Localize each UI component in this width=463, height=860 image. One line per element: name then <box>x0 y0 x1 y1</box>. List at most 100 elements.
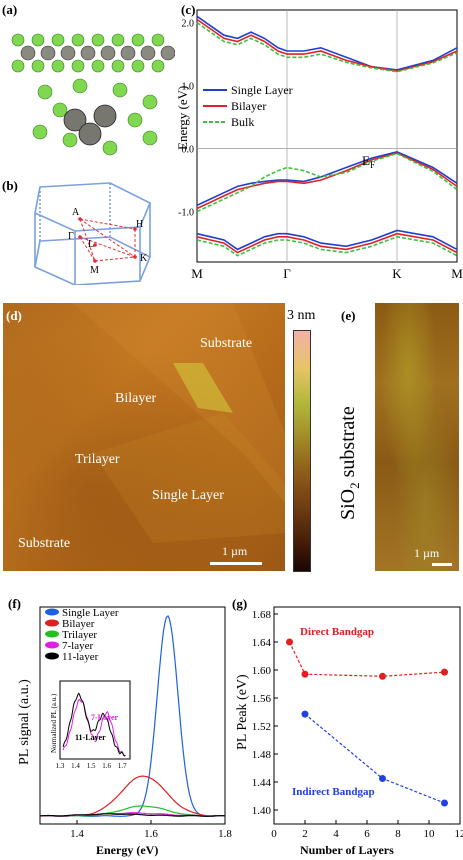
w-atom <box>160 45 175 61</box>
se-atom <box>11 33 25 47</box>
panel-f-label: (f) <box>8 596 21 611</box>
g-x-axis-label: Number of Layers <box>300 843 394 857</box>
inset-x-tick: 1.5 <box>87 762 96 770</box>
fermi-level-label: EF <box>362 153 375 170</box>
region-trilayer: Trilayer <box>75 452 120 467</box>
pl-legend-label: Bilayer <box>62 618 95 630</box>
se-atom <box>151 33 165 47</box>
pl-x-tick: 1.8 <box>218 828 232 840</box>
region-bilayer: Bilayer <box>115 391 157 406</box>
bz-point-A: A <box>72 207 80 218</box>
band-legend-label: Bilayer <box>231 99 266 113</box>
inset-11layer-label: 11-Layer <box>75 733 106 742</box>
pl-curve-bilayer <box>39 775 225 817</box>
afm-image-d <box>3 303 285 571</box>
se-atom <box>111 59 125 73</box>
band-curve-bulk <box>196 235 458 257</box>
w-atom <box>140 45 156 61</box>
inset-7layer-label: 7-Layer <box>91 713 119 722</box>
g-y-tick: 1.40 <box>252 805 272 817</box>
g-y-tick: 1.44 <box>252 777 272 789</box>
pl-spectra-chart: 1.4 1.6 1.8 Energy (eV) PL signal (a.u.) S… <box>17 606 232 857</box>
colorbar-max-label: 3 nm <box>287 308 316 323</box>
pl-legend-swatch <box>45 641 59 649</box>
pl-legend-label: Single Layer <box>62 607 119 619</box>
band-curve-single-layer <box>196 150 458 207</box>
se-atom <box>72 78 88 94</box>
bz-point-L: L <box>88 239 94 250</box>
band-curve-single-layer <box>196 229 458 251</box>
d-scalebar <box>210 562 262 565</box>
side-view-layer <box>11 33 175 73</box>
se-atom <box>31 33 45 47</box>
panel-c-label: (c) <box>181 2 196 17</box>
se-atom <box>91 59 105 73</box>
se-atom <box>52 102 68 118</box>
se-atom <box>131 59 145 73</box>
band-x-tick: M <box>191 266 203 281</box>
g-point-indirect-bandgap <box>379 775 386 782</box>
band-x-tick: M <box>451 266 463 281</box>
pl-x-tick: 1.6 <box>144 828 158 840</box>
afm-image-e <box>375 303 459 571</box>
direct-bandgap-label: Direct Bandgap <box>300 626 374 638</box>
w-atom <box>20 45 36 61</box>
inset-x-tick: 1.4 <box>71 762 80 770</box>
g-x-tick: 8 <box>395 828 401 840</box>
inset-x-tick: 1.7 <box>118 762 127 770</box>
band-structure-chart: Energy (eV) 2.0 1.0 0.0 -1.0 M Γ K M Single La… <box>175 9 463 281</box>
inset-y-label: Normalized PL (a.u.) <box>50 693 58 753</box>
e-scalebar <box>432 563 452 566</box>
band-curve-bulk <box>196 21 458 73</box>
w-atom <box>100 45 116 61</box>
inset-curve-7layer <box>62 698 126 757</box>
se-atom <box>51 59 65 73</box>
g-x-tick: 4 <box>333 828 339 840</box>
se-atom <box>32 124 48 140</box>
se-atom <box>102 140 118 156</box>
e-scalebar-label: 1 µm <box>414 546 440 560</box>
bz-point-Gamma: Γ <box>68 231 74 242</box>
band-plot-frame <box>196 9 458 263</box>
brillouin-zone-figure: A Γ L H M K <box>34 182 152 285</box>
g-point-direct-bandgap <box>301 670 309 678</box>
pl-legend-swatch <box>45 608 59 616</box>
g-x-tick: 0 <box>271 828 277 840</box>
pl-curve-11layer <box>39 813 226 817</box>
band-y-tick: 2.0 <box>182 19 195 30</box>
band-x-tick: Γ <box>283 266 291 281</box>
region-substrate-top: Substrate <box>200 336 253 351</box>
se-atom <box>31 59 45 73</box>
inset-x-tick: 1.6 <box>102 762 111 770</box>
pl-legend-swatch <box>45 652 59 660</box>
d-scalebar-label: 1 µm <box>222 544 248 558</box>
w-atom <box>40 45 56 61</box>
height-colorbar <box>293 330 311 572</box>
g-x-tick: 2 <box>302 828 308 840</box>
panel-g-label: (g) <box>232 596 248 611</box>
g-point-indirect-bandgap <box>301 710 309 718</box>
bz-point-H: H <box>136 219 143 230</box>
g-point-direct-bandgap <box>441 668 448 676</box>
bz-top-hexagon <box>34 182 152 232</box>
se-atom <box>11 59 25 73</box>
se-atom <box>142 130 158 146</box>
g-y-tick: 1.48 <box>252 749 272 761</box>
band-curve-bulk <box>196 152 458 213</box>
pl-legend-label: Trilayer <box>62 629 97 641</box>
w-atom <box>60 45 76 61</box>
se-atom <box>51 33 65 47</box>
g-point-indirect-bandgap <box>441 799 448 807</box>
region-substrate-bottom: Substrate <box>18 536 71 551</box>
band-x-tick: K <box>392 266 402 281</box>
band-curve-single-layer <box>196 15 458 71</box>
se-atom <box>62 132 78 148</box>
se-atom <box>111 33 125 47</box>
g-x-tick: 6 <box>364 828 370 840</box>
band-legend-label: Single Layer <box>231 83 293 97</box>
band-y-tick: -1.0 <box>178 208 194 219</box>
w-atom <box>63 108 87 132</box>
g-y-tick: 1.64 <box>252 637 272 649</box>
panel-a-label: (a) <box>2 2 18 17</box>
band-legend-label: Bulk <box>231 115 254 129</box>
